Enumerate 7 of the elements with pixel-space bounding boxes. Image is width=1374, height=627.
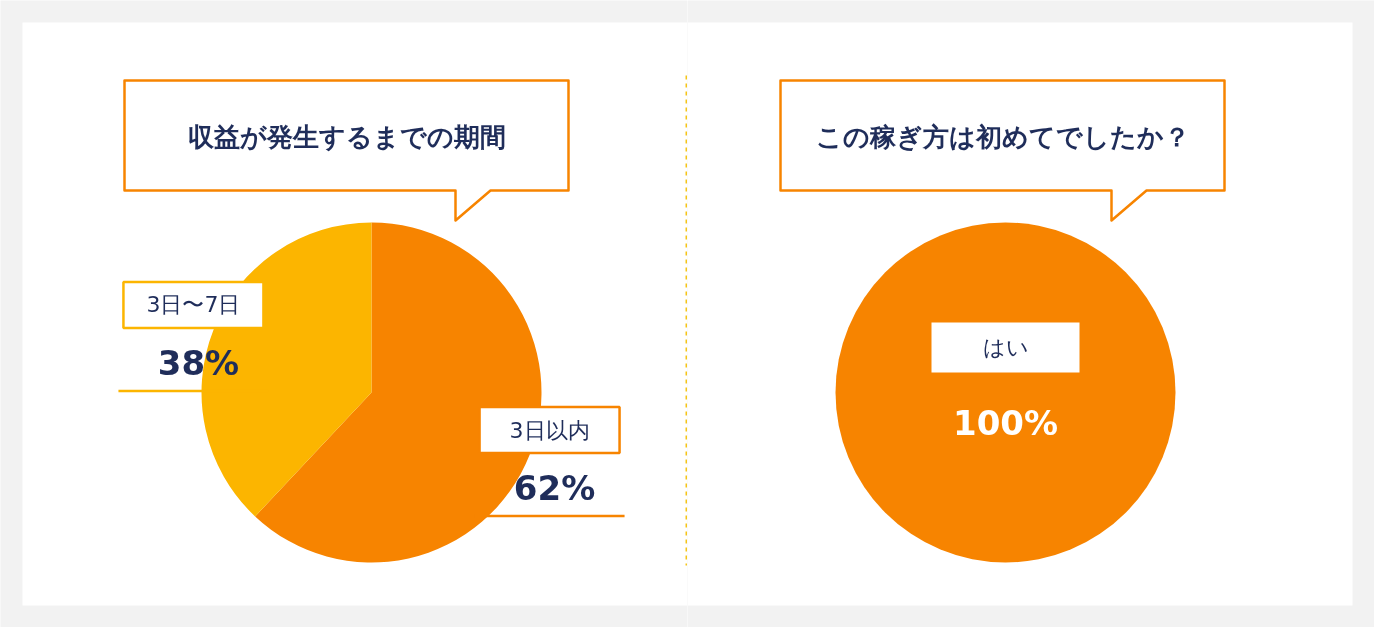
data-label: 100%: [952, 402, 1059, 443]
chart-title: 収益が発生するまでの期間: [187, 121, 506, 152]
slice-label: はい: [982, 335, 1029, 360]
slice-label: 3日〜7日: [146, 292, 241, 318]
slice-label: 3日以内: [509, 417, 590, 443]
data-label: 62%: [513, 468, 596, 509]
chart-title: この稼ぎ方は初めてでしたか？: [815, 121, 1190, 152]
